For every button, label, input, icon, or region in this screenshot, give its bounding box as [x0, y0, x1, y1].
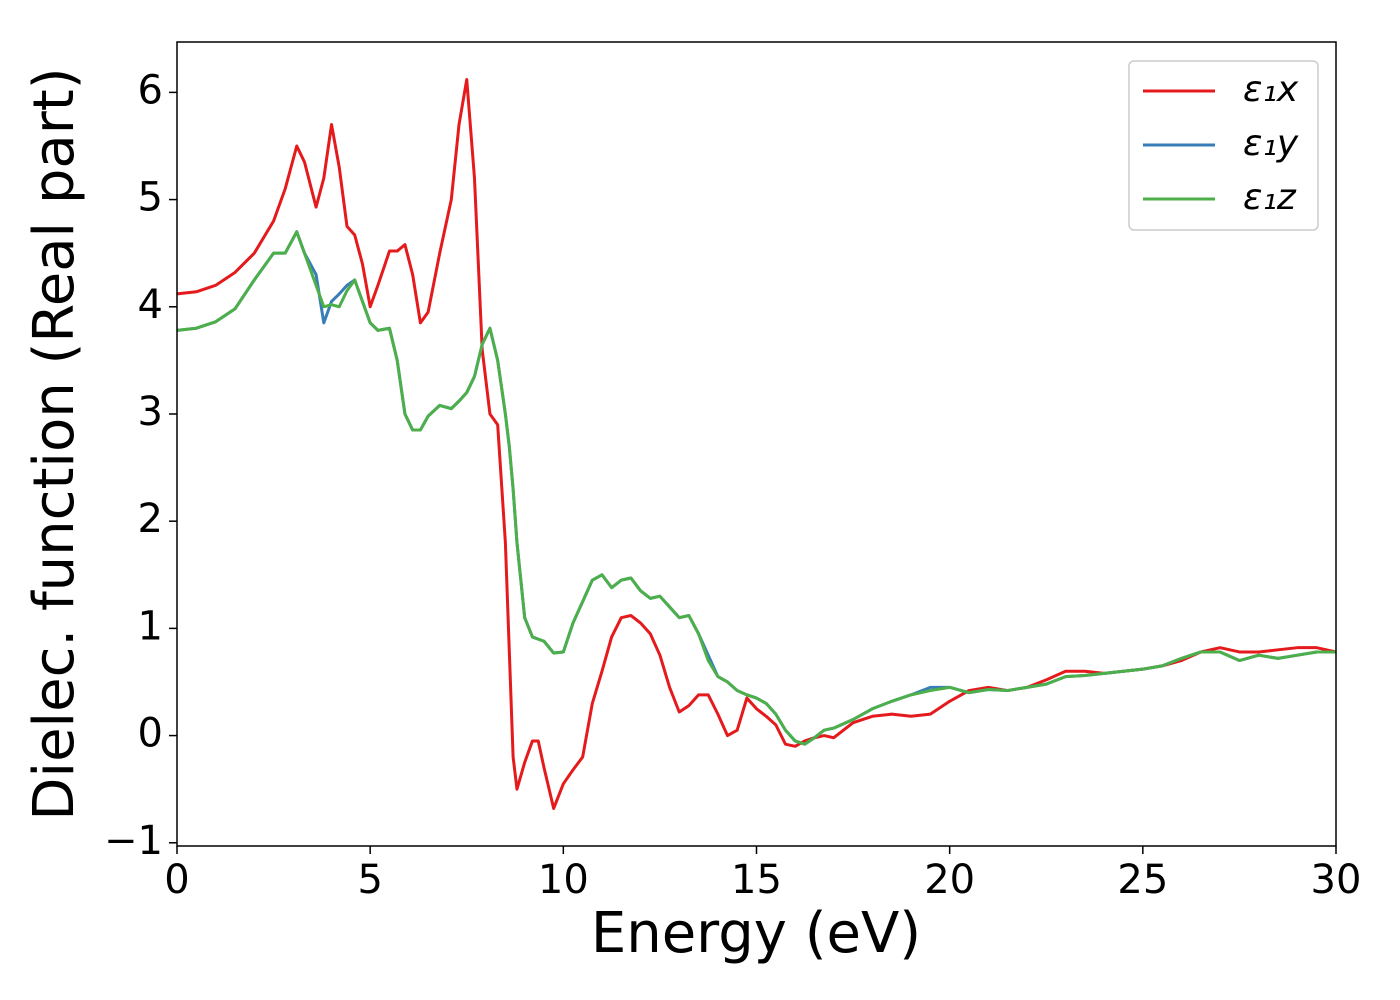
y-tick-label: 3 [138, 389, 163, 435]
y-tick-label: 4 [138, 282, 163, 328]
y-tick-label: 0 [138, 711, 163, 757]
x-tick-label: 20 [924, 857, 975, 903]
plot-frame [176, 41, 1337, 847]
x-axis-label: Energy (eV) [591, 901, 921, 966]
legend-box [1128, 60, 1319, 231]
x-tick-label: 30 [1311, 857, 1362, 903]
x-tick-label: 25 [1117, 857, 1168, 903]
legend-label: ε₁z [1243, 177, 1297, 218]
y-tick-label: 5 [138, 175, 163, 221]
legend-label: ε₁y [1243, 123, 1299, 164]
y-tick-label: 6 [138, 67, 163, 113]
data-line [176, 230, 1336, 746]
x-tick-label: 15 [731, 857, 782, 903]
y-tick-label: 1 [138, 603, 163, 649]
x-tick-label: 10 [538, 857, 589, 903]
x-tick-label: 5 [357, 857, 382, 903]
y-tick-label: −1 [104, 818, 163, 864]
y-tick-label: 2 [138, 496, 163, 542]
x-tick-label: 0 [164, 857, 189, 903]
y-axis-label: Dielec. function (Real part) [22, 67, 87, 820]
legend-label: ε₁x [1243, 69, 1299, 110]
